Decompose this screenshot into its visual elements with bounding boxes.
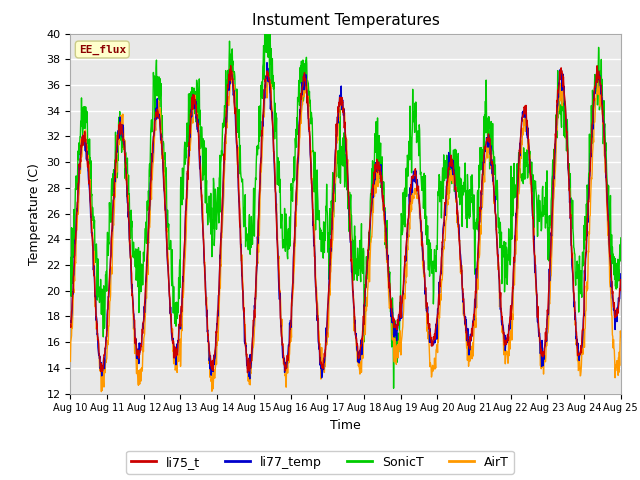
- SonicT: [390, 385, 397, 391]
- li77_temp: [263, 60, 271, 66]
- Legend: li75_t, li77_temp, SonicT, AirT: li75_t, li77_temp, SonicT, AirT: [126, 451, 514, 474]
- AirT: [251, 322, 259, 327]
- li75_t: [552, 118, 560, 123]
- Line: SonicT: SonicT: [70, 34, 621, 388]
- li75_t: [432, 324, 440, 330]
- SonicT: [67, 254, 74, 260]
- Line: AirT: AirT: [70, 70, 621, 392]
- Line: li77_temp: li77_temp: [70, 63, 621, 379]
- li75_t: [504, 332, 511, 337]
- AirT: [176, 339, 184, 345]
- li75_t: [244, 370, 252, 375]
- li77_temp: [504, 332, 511, 338]
- AirT: [97, 389, 105, 395]
- SonicT: [250, 233, 258, 239]
- li77_temp: [189, 93, 196, 99]
- Title: Instument Temperatures: Instument Temperatures: [252, 13, 440, 28]
- SonicT: [617, 235, 625, 241]
- li77_temp: [552, 124, 560, 130]
- SonicT: [261, 31, 269, 36]
- AirT: [617, 334, 625, 339]
- li77_temp: [175, 323, 183, 328]
- AirT: [189, 104, 197, 110]
- li77_temp: [432, 326, 440, 332]
- SonicT: [432, 267, 440, 273]
- li77_temp: [617, 271, 625, 277]
- SonicT: [552, 112, 560, 118]
- AirT: [67, 359, 74, 364]
- li77_temp: [67, 318, 74, 324]
- li77_temp: [251, 306, 259, 312]
- li75_t: [252, 296, 259, 302]
- AirT: [264, 67, 271, 72]
- li75_t: [175, 322, 183, 328]
- li75_t: [189, 107, 196, 112]
- SonicT: [504, 268, 511, 274]
- AirT: [552, 142, 560, 147]
- Line: li75_t: li75_t: [70, 66, 621, 372]
- li75_t: [617, 279, 625, 285]
- SonicT: [175, 264, 183, 270]
- Text: EE_flux: EE_flux: [79, 44, 126, 55]
- Y-axis label: Temperature (C): Temperature (C): [28, 163, 41, 264]
- X-axis label: Time: Time: [330, 419, 361, 432]
- li75_t: [227, 63, 234, 69]
- SonicT: [189, 87, 196, 93]
- li75_t: [67, 322, 74, 328]
- li77_temp: [246, 376, 253, 382]
- AirT: [504, 356, 511, 361]
- AirT: [432, 365, 440, 371]
